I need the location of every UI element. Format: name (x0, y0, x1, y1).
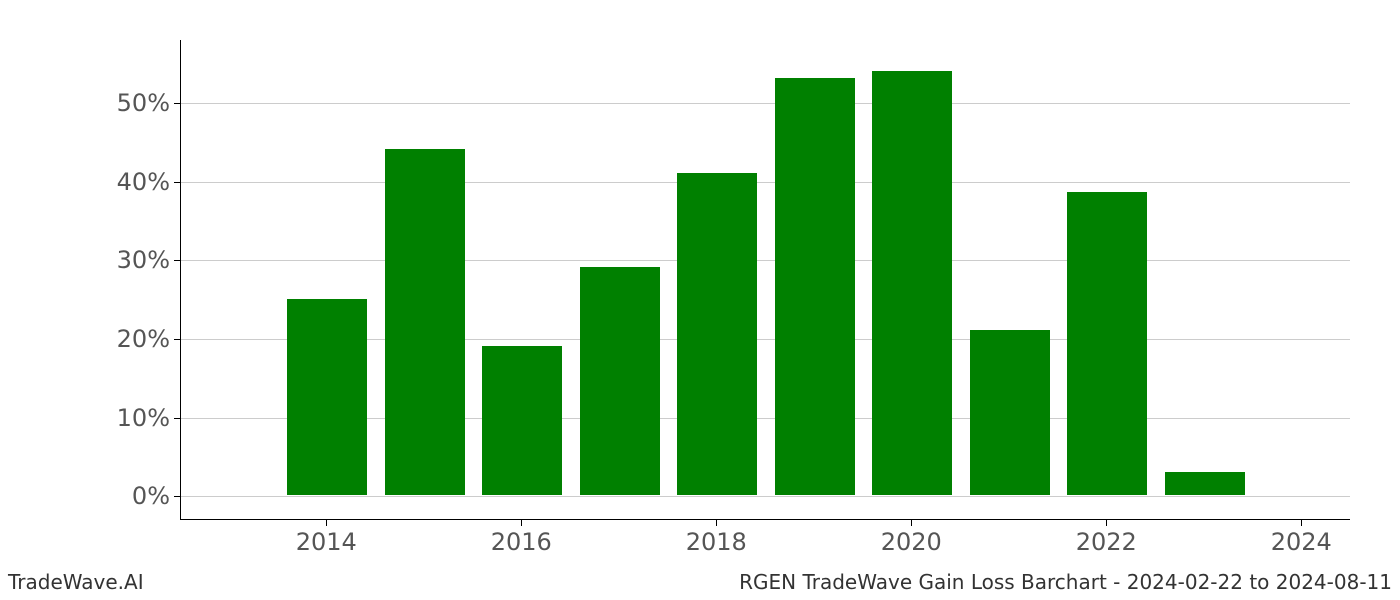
y-tick-mark (174, 339, 180, 340)
x-tick-label: 2014 (296, 528, 357, 556)
x-tick-label: 2022 (1076, 528, 1137, 556)
bar (970, 330, 1050, 495)
y-tick-label: 20% (110, 325, 170, 353)
y-tick-mark (174, 182, 180, 183)
x-tick-label: 2024 (1271, 528, 1332, 556)
bar (1067, 192, 1147, 495)
y-tick-mark (174, 496, 180, 497)
bar (287, 299, 367, 496)
y-tick-label: 10% (110, 404, 170, 432)
gridline (181, 496, 1350, 497)
y-tick-mark (174, 418, 180, 419)
bar (1165, 472, 1245, 496)
x-tick-mark (521, 520, 522, 526)
bar (482, 346, 562, 496)
x-tick-mark (1301, 520, 1302, 526)
y-tick-label: 0% (110, 482, 170, 510)
x-tick-label: 2018 (686, 528, 747, 556)
gridline (181, 260, 1350, 261)
bar (677, 173, 757, 496)
bar (775, 78, 855, 495)
y-tick-label: 40% (110, 168, 170, 196)
y-tick-label: 50% (110, 89, 170, 117)
y-tick-label: 30% (110, 246, 170, 274)
x-tick-mark (1106, 520, 1107, 526)
footer-right-text: RGEN TradeWave Gain Loss Barchart - 2024… (739, 570, 1392, 594)
gridline (181, 103, 1350, 104)
x-tick-mark (716, 520, 717, 526)
plot-area (180, 40, 1350, 520)
chart-container: TradeWave.AI RGEN TradeWave Gain Loss Ba… (0, 0, 1400, 600)
bar (385, 149, 465, 495)
x-tick-label: 2020 (881, 528, 942, 556)
y-tick-mark (174, 103, 180, 104)
footer-left-text: TradeWave.AI (8, 570, 144, 594)
gridline (181, 182, 1350, 183)
x-tick-label: 2016 (491, 528, 552, 556)
bar (872, 71, 952, 496)
bar (580, 267, 660, 495)
y-tick-mark (174, 260, 180, 261)
x-tick-mark (911, 520, 912, 526)
x-tick-mark (326, 520, 327, 526)
